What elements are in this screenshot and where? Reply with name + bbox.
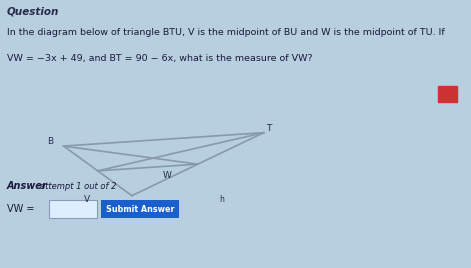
- Text: attempt 1 out of 2: attempt 1 out of 2: [40, 182, 116, 191]
- FancyBboxPatch shape: [101, 200, 179, 218]
- Text: VW =: VW =: [7, 204, 34, 214]
- Text: Submit Answer: Submit Answer: [106, 204, 174, 214]
- Text: VW = −3x + 49, and BT = 90 − 6x, what is the measure of VW?: VW = −3x + 49, and BT = 90 − 6x, what is…: [7, 54, 313, 63]
- Text: V: V: [84, 195, 90, 204]
- Text: Question: Question: [7, 7, 59, 17]
- Text: Answer: Answer: [7, 181, 48, 191]
- Text: h: h: [219, 195, 224, 204]
- Text: T: T: [266, 124, 271, 133]
- Text: In the diagram below of triangle BTU, V is the midpoint of BU and W is the midpo: In the diagram below of triangle BTU, V …: [7, 28, 445, 37]
- FancyBboxPatch shape: [438, 86, 457, 102]
- Text: B: B: [47, 137, 54, 146]
- Text: W: W: [163, 171, 171, 180]
- FancyBboxPatch shape: [49, 200, 97, 218]
